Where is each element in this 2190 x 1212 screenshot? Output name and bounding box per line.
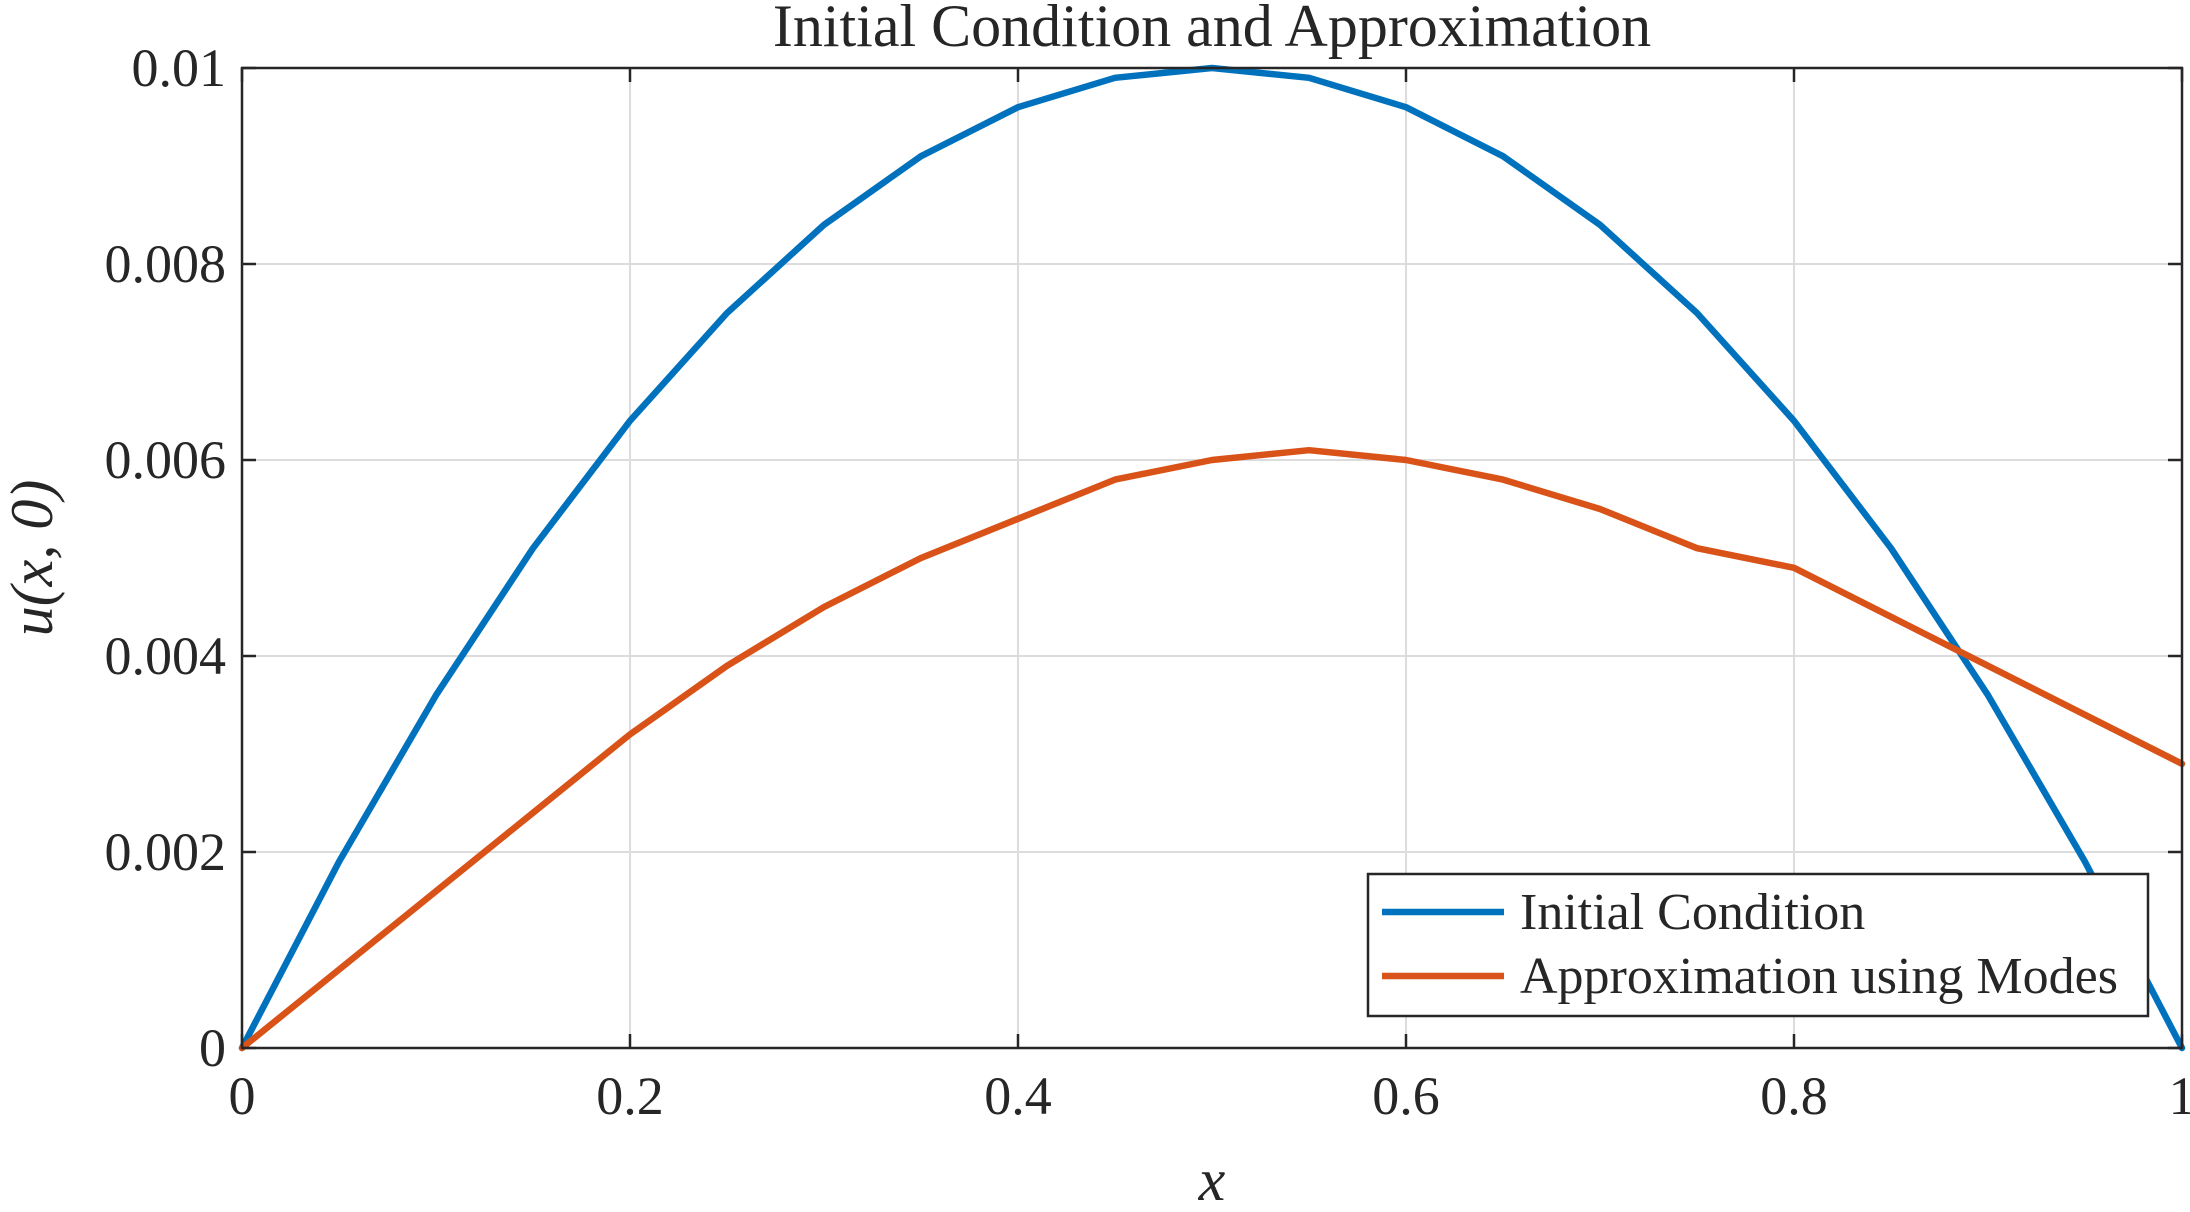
x-tick-label: 0 xyxy=(229,1066,256,1126)
y-tick-label: 0.008 xyxy=(105,234,227,294)
y-tick-label: 0 xyxy=(199,1018,226,1078)
x-tick-label: 0.2 xyxy=(596,1066,664,1126)
x-tick-label: 0.8 xyxy=(1760,1066,1828,1126)
x-tick-label: 1 xyxy=(2169,1066,2190,1126)
y-axis-title: u(x, 0) xyxy=(0,480,65,637)
y-tick-label: 0.006 xyxy=(105,430,227,490)
x-axis-title: x xyxy=(1198,1147,1226,1207)
y-tick-label: 0.004 xyxy=(105,626,227,686)
chart-title: Initial Condition and Approximation xyxy=(773,0,1651,59)
legend: Initial Condition Approximation using Mod… xyxy=(1368,874,2148,1016)
x-tick-label: 0.4 xyxy=(984,1066,1052,1126)
y-tick-label: 0.002 xyxy=(105,822,227,882)
legend-label: Initial Condition xyxy=(1520,884,1865,941)
x-tick-label: 0.6 xyxy=(1372,1066,1440,1126)
legend-label: Approximation using Modes xyxy=(1520,948,2118,1005)
y-tick-label: 0.01 xyxy=(132,38,227,98)
